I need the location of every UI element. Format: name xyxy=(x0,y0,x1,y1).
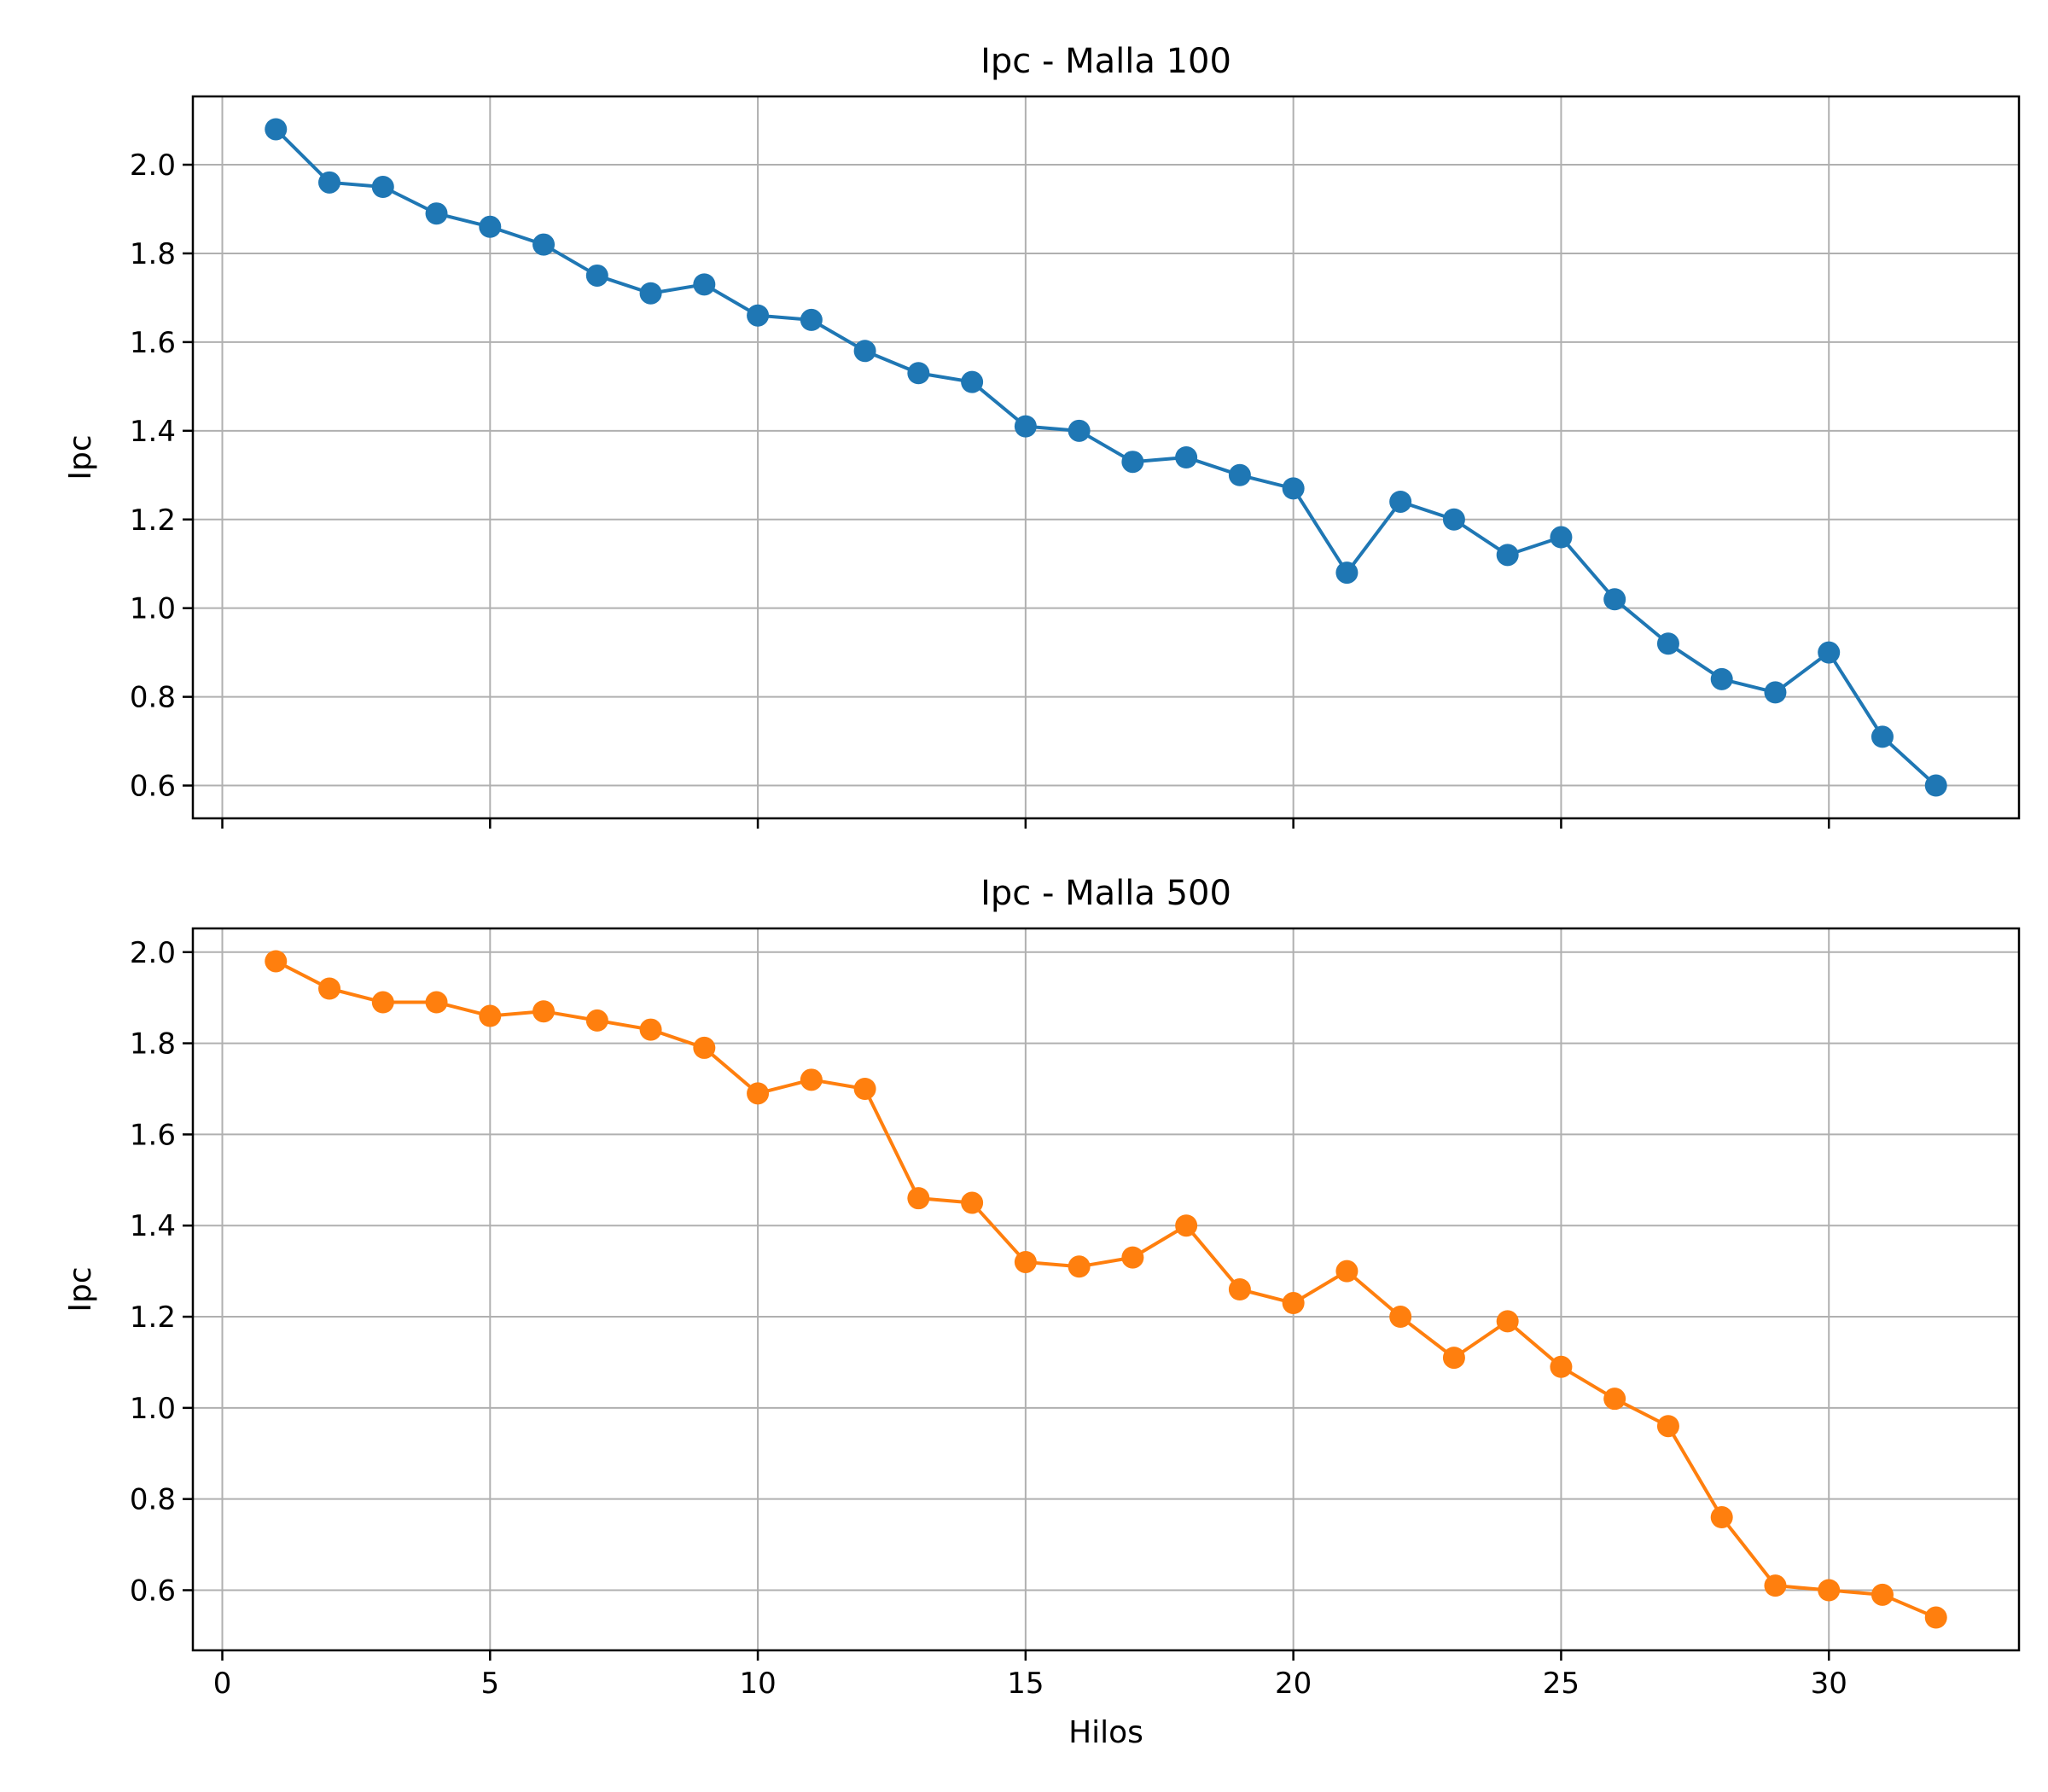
data-point xyxy=(1335,561,1359,585)
data-point xyxy=(1764,681,1787,704)
data-point xyxy=(961,1191,984,1214)
data-point xyxy=(907,1187,930,1210)
y-tick-label: 1.2 xyxy=(130,1300,176,1335)
data-point xyxy=(1442,1347,1465,1370)
data-point xyxy=(1871,725,1894,748)
grid xyxy=(193,928,2019,1650)
data-point xyxy=(1496,544,1519,567)
data-point xyxy=(1656,632,1679,655)
y-tick-label: 1.6 xyxy=(130,326,176,360)
data-point xyxy=(1335,1260,1359,1283)
data-point xyxy=(747,1082,770,1105)
subplot-malla-500: 0 5 10 15 20 25 30 0.6 0.8 1.0 1.2 1.4 1.6 1.8 2.0 Ipc … xyxy=(63,874,2021,1750)
x-tick-label: 5 xyxy=(480,1667,499,1701)
y-tick-label: 1.4 xyxy=(130,415,176,449)
data-point xyxy=(961,370,984,393)
data-point xyxy=(425,202,448,225)
chart-title: Ipc - Malla 500 xyxy=(980,874,1231,913)
y-axis-label: Ipc xyxy=(63,1266,98,1312)
data-point xyxy=(1871,1583,1894,1606)
data-point xyxy=(479,215,502,238)
data-point xyxy=(800,1068,823,1091)
data-point xyxy=(693,273,716,296)
data-point xyxy=(1014,1250,1037,1273)
data-point xyxy=(1710,667,1733,690)
data-point xyxy=(479,1004,502,1027)
y-axis-label: Ipc xyxy=(63,434,98,480)
subplot-malla-100: 0.6 0.8 1.0 1.2 1.4 1.6 1.8 2.0 Ipc - Malla 100 I… xyxy=(63,42,2021,829)
data-point xyxy=(1282,477,1305,500)
y-tick-label: 0.6 xyxy=(130,1574,176,1609)
y-tick-label: 1.8 xyxy=(130,237,176,271)
data-point xyxy=(1068,1255,1091,1278)
data-point xyxy=(585,264,608,287)
data-point xyxy=(1764,1574,1787,1597)
x-tick-label: 30 xyxy=(1811,1667,1847,1701)
data-point xyxy=(318,977,341,1000)
data-point xyxy=(1282,1292,1305,1315)
data-point xyxy=(1389,1306,1412,1329)
data-point xyxy=(1228,463,1251,486)
data-point xyxy=(1175,446,1198,468)
data-point xyxy=(1121,451,1144,474)
data-point xyxy=(1228,1278,1251,1300)
y-tick-label: 0.6 xyxy=(130,770,176,804)
data-point xyxy=(1068,419,1091,442)
y-tick-label: 1.0 xyxy=(130,1392,176,1426)
data-point xyxy=(907,362,930,385)
data-point xyxy=(1603,1388,1626,1411)
data-point xyxy=(425,991,448,1014)
data-point xyxy=(1550,526,1573,549)
data-point xyxy=(265,950,288,973)
y-tick-label: 2.0 xyxy=(130,936,176,970)
data-point xyxy=(1121,1246,1144,1269)
data-point xyxy=(1710,1506,1733,1529)
data-point xyxy=(853,340,876,363)
y-tick-label: 1.6 xyxy=(130,1118,176,1152)
data-point xyxy=(585,1009,608,1032)
x-tick-label: 15 xyxy=(1007,1667,1044,1701)
data-point xyxy=(639,1018,662,1041)
data-point xyxy=(265,118,288,141)
chart-title: Ipc - Malla 100 xyxy=(980,42,1231,81)
y-tick-label: 1.2 xyxy=(130,503,176,538)
data-point xyxy=(1818,641,1841,664)
x-tick-label: 0 xyxy=(213,1667,232,1701)
data-point xyxy=(639,282,662,305)
data-point xyxy=(371,991,394,1014)
data-point xyxy=(693,1036,716,1059)
y-tick-label: 2.0 xyxy=(130,148,176,183)
data-point xyxy=(1389,490,1412,513)
x-tick-label: 25 xyxy=(1543,1667,1580,1701)
x-tick-label: 10 xyxy=(739,1667,776,1701)
data-point xyxy=(1550,1355,1573,1378)
data-point xyxy=(1603,588,1626,611)
data-point xyxy=(1496,1310,1519,1333)
data-point xyxy=(371,176,394,199)
data-point xyxy=(1924,1606,1947,1629)
y-tick-label: 1.4 xyxy=(130,1209,176,1243)
plot-frame xyxy=(191,95,2021,820)
data-point xyxy=(532,233,556,256)
data-point xyxy=(1818,1579,1841,1602)
x-axis-label: Hilos xyxy=(1068,1715,1143,1750)
y-tick-label: 1.0 xyxy=(130,592,176,626)
data-point xyxy=(318,171,341,194)
plot-frame xyxy=(191,927,2021,1652)
data-point xyxy=(1014,415,1037,438)
data-point xyxy=(1924,774,1947,797)
data-point xyxy=(1442,508,1465,531)
data-point xyxy=(853,1078,876,1100)
data-point xyxy=(1175,1214,1198,1237)
data-point xyxy=(532,1000,556,1023)
y-tick-label: 0.8 xyxy=(130,681,176,715)
data-point xyxy=(800,308,823,331)
y-tick-label: 0.8 xyxy=(130,1483,176,1517)
x-tick-label: 20 xyxy=(1275,1667,1312,1701)
data-point xyxy=(1656,1415,1679,1438)
grid xyxy=(193,96,2019,818)
y-tick-label: 1.8 xyxy=(130,1027,176,1062)
data-point xyxy=(747,304,770,327)
